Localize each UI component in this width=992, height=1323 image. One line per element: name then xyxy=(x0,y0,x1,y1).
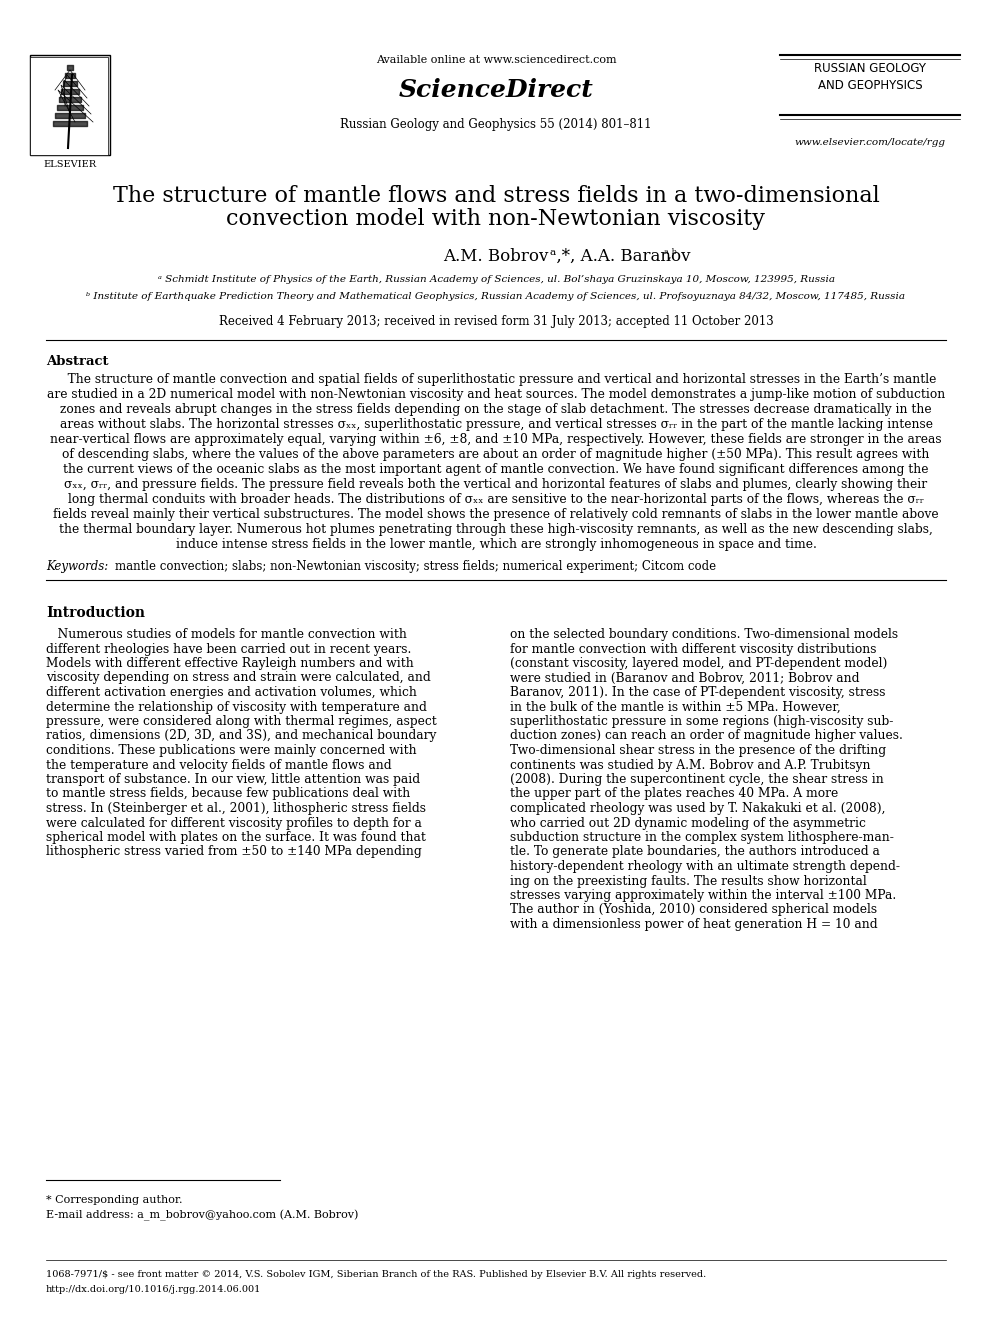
Text: ᵃ Schmidt Institute of Physics of the Earth, Russian Academy of Sciences, ul. Bo: ᵃ Schmidt Institute of Physics of the Ea… xyxy=(158,275,834,284)
Text: were studied in (Baranov and Bobrov, 2011; Bobrov and: were studied in (Baranov and Bobrov, 201… xyxy=(510,672,859,684)
Text: (constant viscosity, layered model, and PT-dependent model): (constant viscosity, layered model, and … xyxy=(510,658,888,669)
Text: stress. In (Steinberger et al., 2001), lithospheric stress fields: stress. In (Steinberger et al., 2001), l… xyxy=(46,802,426,815)
Text: Two-dimensional shear stress in the presence of the drifting: Two-dimensional shear stress in the pres… xyxy=(510,744,886,757)
Text: Introduction: Introduction xyxy=(46,606,145,620)
Text: spherical model with plates on the surface. It was found that: spherical model with plates on the surfa… xyxy=(46,831,426,844)
Text: complicated rheology was used by T. Nakakuki et al. (2008),: complicated rheology was used by T. Naka… xyxy=(510,802,886,815)
Text: pressure, were considered along with thermal regimes, aspect: pressure, were considered along with the… xyxy=(46,714,436,728)
Text: mantle convection; slabs; non-Newtonian viscosity; stress fields; numerical expe: mantle convection; slabs; non-Newtonian … xyxy=(115,560,716,573)
Text: were calculated for different viscosity profiles to depth for a: were calculated for different viscosity … xyxy=(46,816,422,830)
Text: the temperature and velocity fields of mantle flows and: the temperature and velocity fields of m… xyxy=(46,758,392,771)
Text: induce intense stress fields in the lower mantle, which are strongly inhomogeneo: induce intense stress fields in the lowe… xyxy=(176,538,816,550)
Text: the current views of the oceanic slabs as the most important agent of mantle con: the current views of the oceanic slabs a… xyxy=(63,463,929,476)
Bar xyxy=(30,57,108,155)
Text: areas without slabs. The horizontal stresses σₓₓ, superlithostatic pressure, and: areas without slabs. The horizontal stre… xyxy=(60,418,932,431)
Text: ᵇ Institute of Earthquake Prediction Theory and Mathematical Geophysics, Russian: ᵇ Institute of Earthquake Prediction The… xyxy=(86,292,906,302)
Text: of descending slabs, where the values of the above parameters are about an order: of descending slabs, where the values of… xyxy=(62,448,930,460)
Text: Russian Geology and Geophysics 55 (2014) 801–811: Russian Geology and Geophysics 55 (2014)… xyxy=(340,118,652,131)
Text: Baranov, 2011). In the case of PT-dependent viscosity, stress: Baranov, 2011). In the case of PT-depend… xyxy=(510,687,886,699)
Text: history-dependent rheology with an ultimate strength depend-: history-dependent rheology with an ultim… xyxy=(510,860,900,873)
Text: ScienceDirect: ScienceDirect xyxy=(399,78,593,102)
Text: fields reveal mainly their vertical substructures. The model shows the presence : fields reveal mainly their vertical subs… xyxy=(54,508,938,521)
Text: different activation energies and activation volumes, which: different activation energies and activa… xyxy=(46,687,417,699)
Text: zones and reveals abrupt changes in the stress fields depending on the stage of : zones and reveals abrupt changes in the … xyxy=(61,404,931,415)
Text: near-vertical flows are approximately equal, varying within ±6, ±8, and ±10 MPa,: near-vertical flows are approximately eq… xyxy=(51,433,941,446)
Text: The structure of mantle flows and stress fields in a two-dimensional: The structure of mantle flows and stress… xyxy=(113,185,879,206)
Text: ELSEVIER: ELSEVIER xyxy=(44,160,96,169)
Text: Models with different effective Rayleigh numbers and with: Models with different effective Rayleigh… xyxy=(46,658,414,669)
Text: viscosity depending on stress and strain were calculated, and: viscosity depending on stress and strain… xyxy=(46,672,431,684)
Text: AND GEOPHYSICS: AND GEOPHYSICS xyxy=(817,79,923,93)
Text: to mantle stress fields, because few publications deal with: to mantle stress fields, because few pub… xyxy=(46,787,411,800)
Text: lithospheric stress varied from ±50 to ±140 MPa depending: lithospheric stress varied from ±50 to ±… xyxy=(46,845,422,859)
Text: Abstract: Abstract xyxy=(46,355,108,368)
Text: http://dx.doi.org/10.1016/j.rgg.2014.06.001: http://dx.doi.org/10.1016/j.rgg.2014.06.… xyxy=(46,1285,261,1294)
FancyBboxPatch shape xyxy=(30,56,110,155)
Text: Received 4 February 2013; received in revised form 31 July 2013; accepted 11 Oct: Received 4 February 2013; received in re… xyxy=(218,315,774,328)
Text: determine the relationship of viscosity with temperature and: determine the relationship of viscosity … xyxy=(46,700,427,713)
Text: www.elsevier.com/locate/rgg: www.elsevier.com/locate/rgg xyxy=(795,138,945,147)
Text: ratios, dimensions (2D, 3D, and 3S), and mechanical boundary: ratios, dimensions (2D, 3D, and 3S), and… xyxy=(46,729,436,742)
Text: on the selected boundary conditions. Two-dimensional models: on the selected boundary conditions. Two… xyxy=(510,628,898,642)
Text: long thermal conduits with broader heads. The distributions of σₓₓ are sensitive: long thermal conduits with broader heads… xyxy=(68,493,924,505)
Text: Keywords:: Keywords: xyxy=(46,560,112,573)
Text: ᵃ,ᵇ: ᵃ,ᵇ xyxy=(664,247,678,261)
Text: * Corresponding author.: * Corresponding author. xyxy=(46,1195,183,1205)
Text: in the bulk of the mantle is within ±5 MPa. However,: in the bulk of the mantle is within ±5 M… xyxy=(510,700,841,713)
Text: Available online at www.sciencedirect.com: Available online at www.sciencedirect.co… xyxy=(376,56,616,65)
Text: RUSSIAN GEOLOGY: RUSSIAN GEOLOGY xyxy=(814,62,926,75)
Text: convection model with non-Newtonian viscosity: convection model with non-Newtonian visc… xyxy=(226,208,766,230)
Text: who carried out 2D dynamic modeling of the asymmetric: who carried out 2D dynamic modeling of t… xyxy=(510,816,866,830)
Text: tle. To generate plate boundaries, the authors introduced a: tle. To generate plate boundaries, the a… xyxy=(510,845,880,859)
Text: (2008). During the supercontinent cycle, the shear stress in: (2008). During the supercontinent cycle,… xyxy=(510,773,884,786)
Text: A.M. Bobrov: A.M. Bobrov xyxy=(443,247,549,265)
Text: superlithostatic pressure in some regions (high-viscosity sub-: superlithostatic pressure in some region… xyxy=(510,714,894,728)
Text: The structure of mantle convection and spatial fields of superlithostatic pressu: The structure of mantle convection and s… xyxy=(56,373,936,386)
Text: the upper part of the plates reaches 40 MPa. A more: the upper part of the plates reaches 40 … xyxy=(510,787,838,800)
Text: the thermal boundary layer. Numerous hot plumes penetrating through these high-v: the thermal boundary layer. Numerous hot… xyxy=(60,523,932,536)
Text: ing on the preexisting faults. The results show horizontal: ing on the preexisting faults. The resul… xyxy=(510,875,867,888)
Text: transport of substance. In our view, little attention was paid: transport of substance. In our view, lit… xyxy=(46,773,421,786)
Text: E-mail address: a_m_bobrov@yahoo.com (A.M. Bobrov): E-mail address: a_m_bobrov@yahoo.com (A.… xyxy=(46,1211,358,1221)
Text: Numerous studies of models for mantle convection with: Numerous studies of models for mantle co… xyxy=(46,628,407,642)
Text: for mantle convection with different viscosity distributions: for mantle convection with different vis… xyxy=(510,643,877,655)
Text: ᵃ,*, A.A. Baranov: ᵃ,*, A.A. Baranov xyxy=(550,247,690,265)
Text: different rheologies have been carried out in recent years.: different rheologies have been carried o… xyxy=(46,643,412,655)
Text: stresses varying approximately within the interval ±100 MPa.: stresses varying approximately within th… xyxy=(510,889,896,902)
Text: continents was studied by A.M. Bobrov and A.P. Trubitsyn: continents was studied by A.M. Bobrov an… xyxy=(510,758,871,771)
Text: 1068-7971/$ - see front matter © 2014, V.S. Sobolev IGM, Siberian Branch of the : 1068-7971/$ - see front matter © 2014, V… xyxy=(46,1270,706,1279)
Text: subduction structure in the complex system lithosphere-man-: subduction structure in the complex syst… xyxy=(510,831,894,844)
Text: conditions. These publications were mainly concerned with: conditions. These publications were main… xyxy=(46,744,417,757)
Text: The author in (Yoshida, 2010) considered spherical models: The author in (Yoshida, 2010) considered… xyxy=(510,904,877,917)
Text: duction zones) can reach an order of magnitude higher values.: duction zones) can reach an order of mag… xyxy=(510,729,903,742)
Text: with a dimensionless power of heat generation H = 10 and: with a dimensionless power of heat gener… xyxy=(510,918,878,931)
Text: σₓₓ, σᵣᵣ, and pressure fields. The pressure field reveals both the vertical and : σₓₓ, σᵣᵣ, and pressure fields. The press… xyxy=(64,478,928,491)
Text: are studied in a 2D numerical model with non-Newtonian viscosity and heat source: are studied in a 2D numerical model with… xyxy=(47,388,945,401)
